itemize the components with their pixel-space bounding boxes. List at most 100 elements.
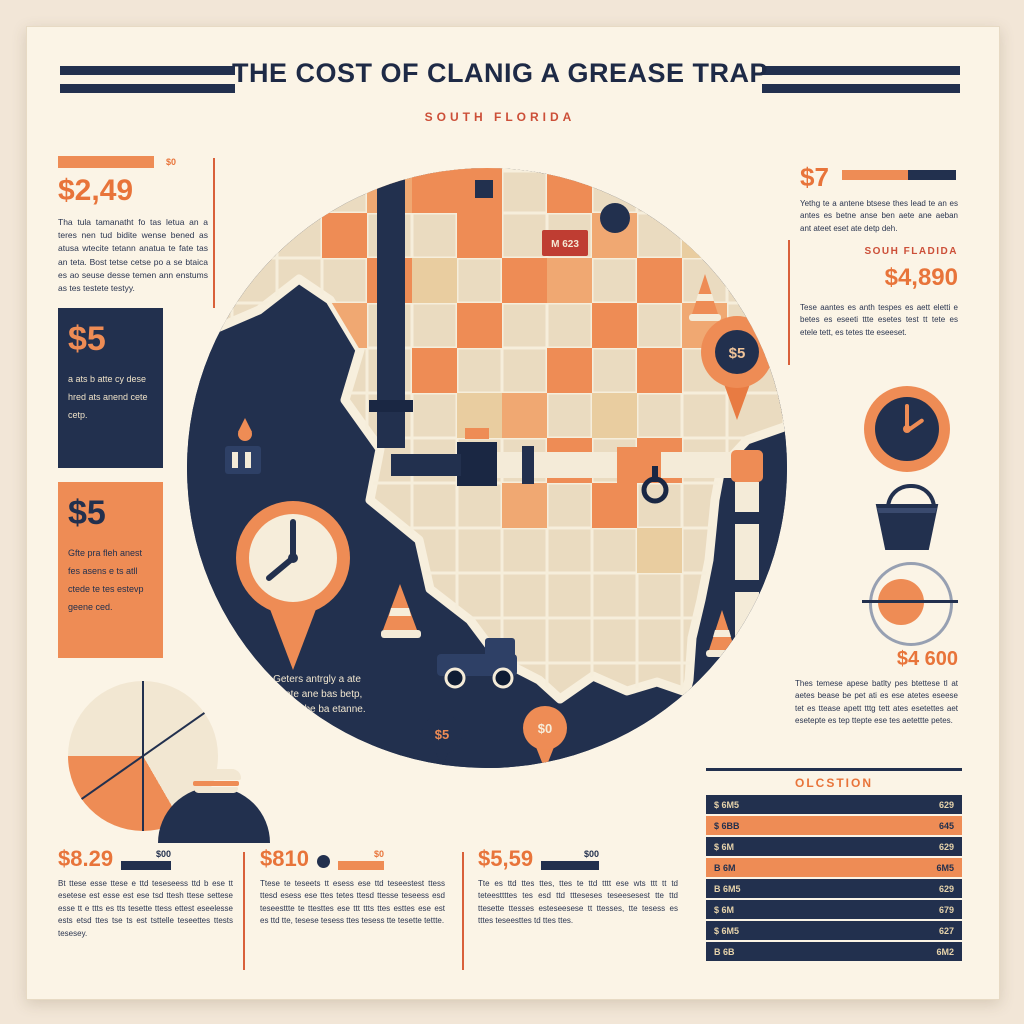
- pipe-coupling-1: [522, 446, 534, 484]
- left-stat-price: $2,49: [58, 174, 134, 207]
- cost-table: OLCSTION $ 6M5 629 $ 6BB 645 $ 6M 629 B 6M 6…: [706, 768, 962, 963]
- orange-card-body: Gfte pra fleh anest fes asens e ts atll …: [68, 548, 144, 612]
- plate-icon: [862, 562, 958, 646]
- navy-card-body: a ats b atte cy dese hred ats anend cete…: [68, 374, 148, 420]
- downpipe-band-1: [730, 512, 764, 524]
- bottom-stat-1-price: $8.29: [58, 846, 114, 871]
- bottom-stat-3-price: $5,59: [478, 846, 534, 871]
- orange-card-price: $5: [68, 494, 106, 532]
- horizontal-pipe-2: [661, 452, 735, 478]
- svg-text:atsete ane bas betp,: atsete ane bas betp,: [272, 689, 363, 700]
- map-caption: Geters antrgly a ate atsete ane bas betp…: [268, 674, 365, 715]
- downpipe-band-2: [730, 580, 764, 592]
- row-label: B 6M: [714, 862, 736, 873]
- bottom-divider-1: [243, 852, 245, 970]
- bottom-stat-3: $5,59 $00 Tte es ttd ttes ttes, ttes te …: [478, 848, 678, 928]
- bottom-stat-1-bar: [121, 861, 172, 870]
- table-row: B 6M5 629: [706, 879, 962, 898]
- row-value: 627: [938, 925, 954, 936]
- page-title: THE COST OF CLANIG A GREASE TRAP: [231, 58, 768, 88]
- row-value: 629: [938, 799, 954, 810]
- right-stat-bar-navy: [908, 170, 956, 180]
- clock-icon: [864, 386, 950, 472]
- pipe-system: [369, 168, 764, 658]
- header-rule-right-bottom: [762, 84, 960, 93]
- truck-icon: [437, 638, 517, 689]
- price-pin-navy-icon: $5: [422, 714, 462, 768]
- row-value: 6M2: [936, 946, 954, 957]
- left-divider-line: [213, 158, 215, 308]
- row-label: $ 6M: [714, 904, 735, 915]
- left-stat-accent-bar: [58, 156, 154, 168]
- bottom-stat-2-body: Ttese te teseets tt esess ese ttd tesees…: [260, 879, 445, 926]
- price-pin-orange-label: $0: [538, 721, 552, 736]
- svg-text:Geters antrgly a ate: Geters antrgly a ate: [273, 674, 361, 685]
- bottom-divider-2: [462, 852, 464, 970]
- row-label: $ 6M: [714, 841, 735, 852]
- bottom-stat-2: $810 $0 Ttese te teseets tt esess ese tt…: [260, 848, 445, 928]
- container-icon: [225, 446, 261, 474]
- bottom-stat-2-tag: $0: [373, 849, 384, 859]
- row-value: 679: [938, 904, 954, 915]
- left-navy-card: $5 a ats b atte cy dese hred ats anend c…: [58, 308, 163, 468]
- right-region-label: SOUH FLADIDA: [864, 246, 958, 257]
- table-top-rule: [706, 768, 962, 771]
- hook-ring-icon: [641, 476, 669, 504]
- row-value: 629: [938, 841, 954, 852]
- price-pin-large-icon: $5: [701, 316, 773, 420]
- table-row: $ 6M5 627: [706, 921, 962, 940]
- price-pin-large-label: $5: [729, 345, 746, 362]
- bottom-stat-1: $8.29 $00 Bt ttese esse ttese e ttd tese…: [58, 848, 233, 940]
- hook-stem: [652, 466, 658, 482]
- table-row: $ 6M 679: [706, 900, 962, 919]
- pipe-valve: [457, 442, 497, 486]
- bottom-stat-3-tag: $00: [584, 849, 600, 859]
- table-row: $ 6M5 629: [706, 795, 962, 814]
- clock-pin-icon: [236, 501, 350, 670]
- bottom-stat-2-bar: [337, 861, 384, 870]
- header-rule-left-top: [60, 66, 235, 75]
- right-divider-line: [788, 240, 790, 365]
- navy-card-price: $5: [68, 320, 106, 358]
- burger-icon: [191, 769, 241, 793]
- row-label: $ 6BB: [714, 820, 740, 831]
- bottom-stat-1-body: Bt ttese esse ttese e ttd teseseess ttd …: [58, 879, 233, 938]
- bottom-stat-3-body: Tte es ttd ttes ttes, ttes te ttd tttt e…: [478, 879, 678, 926]
- map-badge: [542, 230, 588, 256]
- pie-chart-illustration: [58, 663, 270, 843]
- bottom-stat-2-dot-icon: [316, 855, 330, 868]
- left-stat-body: Tha tula tamanatht fo tas letua an a ter…: [58, 217, 208, 293]
- header-rule-right-top: [762, 66, 960, 75]
- pipe-flange: [369, 400, 413, 412]
- city-square-icon: [475, 180, 493, 198]
- florida-map-svg: M 623 $5: [187, 168, 787, 768]
- bottom-stat-2-price: $810: [260, 846, 309, 871]
- table-row: $ 6BB 645: [706, 816, 962, 835]
- row-value: 629: [938, 883, 954, 894]
- city-dot-icon: [600, 203, 630, 233]
- grease-drip-icon-1: [238, 418, 252, 441]
- svg-text:atetrs atbe ba etanne.: atetrs atbe ba etanne.: [268, 704, 365, 715]
- right-body-3: Thes temese apese batlty pes btettese tl…: [795, 679, 958, 726]
- price-pin-navy-label: $5: [435, 727, 449, 742]
- left-stat-tag: $0: [166, 157, 177, 167]
- right-body-2: Tese aantes es anth tespes es aett elett…: [800, 303, 958, 337]
- row-label: B 6B: [714, 946, 735, 957]
- table-row: B 6M 6M5: [706, 858, 962, 877]
- right-stat-body: Yethg te a antene btsese thes lead te an…: [800, 199, 958, 233]
- row-label: $ 6M5: [714, 799, 740, 810]
- valve-handle: [465, 428, 489, 439]
- florida-map: M 623 $5: [187, 168, 787, 768]
- row-label: $ 6M5: [714, 925, 740, 936]
- map-badge-label: M 623: [551, 239, 579, 250]
- bottom-stat-1-tag: $00: [156, 849, 172, 859]
- price-pin-orange-icon: $0: [523, 706, 567, 768]
- connector-pipe: [391, 454, 461, 476]
- left-orange-card: $5 Gfte pra fleh anest fes asens e ts at…: [58, 482, 163, 658]
- page-subtitle: SOUTH FLORIDA: [424, 110, 576, 124]
- row-value: 645: [938, 820, 954, 831]
- header-rule-left-bottom: [60, 84, 235, 93]
- right-price-2: $4,890: [884, 264, 958, 291]
- right-price-3: $4 600: [896, 648, 958, 670]
- right-stat-price: $7: [800, 162, 829, 192]
